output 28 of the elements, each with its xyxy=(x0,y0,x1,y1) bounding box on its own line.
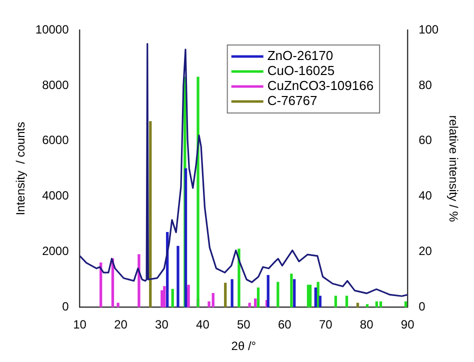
y2-tick-label: 80 xyxy=(418,78,432,92)
y-tick-label: 0 xyxy=(62,300,70,314)
x-tick-label: 80 xyxy=(360,318,374,332)
y-tick-label: 8000 xyxy=(42,78,70,92)
legend-label: ZnO-26170 xyxy=(267,48,334,64)
y-tick-label: 10000 xyxy=(35,22,70,36)
x-tick-label: 20 xyxy=(114,318,128,332)
x-tick-label: 60 xyxy=(278,318,292,332)
x-tick-label: 70 xyxy=(318,318,333,332)
x-tick-label: 30 xyxy=(155,318,169,332)
y2-axis-title: relative intensity / % xyxy=(446,115,460,222)
y2-tick-label: 60 xyxy=(418,133,432,148)
y2-tick-label: 40 xyxy=(418,188,432,203)
y-tick-label: 2000 xyxy=(42,244,70,258)
x-tick-label: 50 xyxy=(236,318,251,332)
x-tick-label: 90 xyxy=(400,318,415,332)
legend-label: C-76767 xyxy=(267,93,318,108)
legend-label: CuO-16025 xyxy=(267,63,335,78)
x-tick-label: 40 xyxy=(196,318,210,332)
y-axis-title: Intensity / counts xyxy=(14,122,28,216)
y-tick-label: 4000 xyxy=(42,188,70,203)
y2-tick-label: 100 xyxy=(418,22,439,36)
x-tick-label: 10 xyxy=(73,318,87,332)
y2-tick-label: 0 xyxy=(418,300,426,314)
y2-tick-label: 20 xyxy=(418,244,432,258)
x-axis-title: 2θ /° xyxy=(231,339,256,354)
y-tick-label: 6000 xyxy=(42,133,70,148)
legend-label: CuZnCO3-109166 xyxy=(267,78,374,94)
